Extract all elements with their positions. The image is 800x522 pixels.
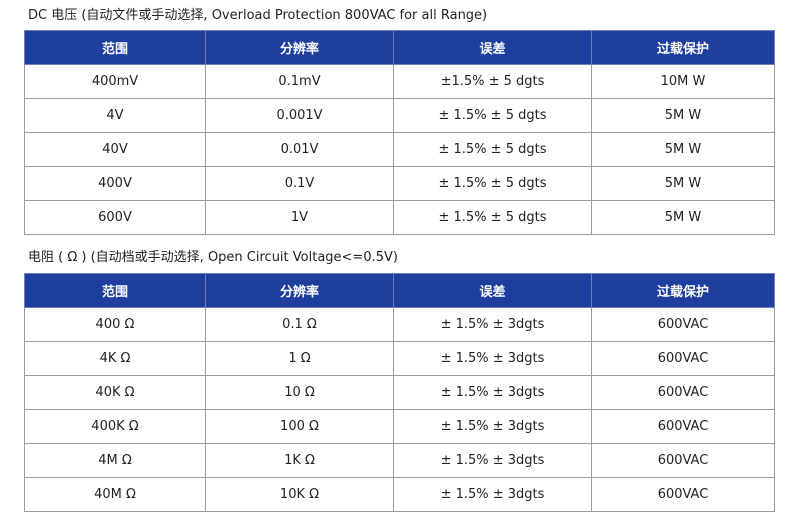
table-cell: 1V (205, 200, 394, 235)
header-cell: 分辨率 (205, 273, 394, 308)
table-cell: 1 Ω (205, 341, 394, 376)
table-cell: 0.001V (205, 98, 394, 133)
header-cell: 范围 (24, 30, 206, 65)
table-cell: 40M Ω (24, 477, 206, 512)
header-row: 范围 分辨率 误差 过载保护 (24, 273, 775, 308)
spec-table: 范围 分辨率 误差 过载保护 400mV 0.1mV ±1.5% ± 5 dgts 10M W… (24, 30, 775, 235)
header-cell: 误差 (393, 30, 592, 65)
table-row: 40M Ω 10K Ω ± 1.5% ± 3dgts 600VAC (24, 477, 775, 512)
table-cell: ± 1.5% ± 3dgts (393, 409, 592, 444)
table-cell: ± 1.5% ± 5 dgts (393, 166, 592, 201)
table-cell: 5M W (591, 132, 775, 167)
table-cell: 5M W (591, 200, 775, 235)
table-cell: 10M W (591, 64, 775, 99)
table-cell: 600VAC (591, 307, 775, 342)
table-row: 40V 0.01V ± 1.5% ± 5 dgts 5M W (24, 132, 775, 167)
table-cell: 0.1mV (205, 64, 394, 99)
table-cell: 0.01V (205, 132, 394, 167)
header-cell: 分辨率 (205, 30, 394, 65)
table-cell: 4V (24, 98, 206, 133)
table-cell: ± 1.5% ± 5 dgts (393, 98, 592, 133)
table-cell: ±1.5% ± 5 dgts (393, 64, 592, 99)
table-row: 400mV 0.1mV ±1.5% ± 5 dgts 10M W (24, 64, 775, 99)
table-row: 40K Ω 10 Ω ± 1.5% ± 3dgts 600VAC (24, 375, 775, 410)
table-cell: 40V (24, 132, 206, 167)
table-cell: ± 1.5% ± 5 dgts (393, 132, 592, 167)
table-cell: 600VAC (591, 341, 775, 376)
table-cell: 600VAC (591, 409, 775, 444)
header-row: 范围 分辨率 误差 过载保护 (24, 30, 775, 65)
table-row: 400K Ω 100 Ω ± 1.5% ± 3dgts 600VAC (24, 409, 775, 444)
table-cell: 400V (24, 166, 206, 201)
section-title: DC 电压 (自动文件或手动选择, Overload Protection 80… (28, 8, 488, 23)
table-cell: 400 Ω (24, 307, 206, 342)
table-cell: ± 1.5% ± 3dgts (393, 375, 592, 410)
table-cell: ± 1.5% ± 3dgts (393, 307, 592, 342)
table-cell: 4M Ω (24, 443, 206, 478)
section-title: 电阻 ( Ω ) (自动档或手动选择, Open Circuit Voltage… (28, 250, 398, 265)
header-cell: 范围 (24, 273, 206, 308)
table-cell: ± 1.5% ± 3dgts (393, 477, 592, 512)
header-cell: 过载保护 (591, 273, 775, 308)
table-cell: ± 1.5% ± 3dgts (393, 443, 592, 478)
table-cell: ± 1.5% ± 5 dgts (393, 200, 592, 235)
table-cell: 1K Ω (205, 443, 394, 478)
table-cell: 100 Ω (205, 409, 394, 444)
header-cell: 误差 (393, 273, 592, 308)
table-cell: 10 Ω (205, 375, 394, 410)
table-row: 400 Ω 0.1 Ω ± 1.5% ± 3dgts 600VAC (24, 307, 775, 342)
table-row: 600V 1V ± 1.5% ± 5 dgts 5M W (24, 200, 775, 235)
table-cell: 600VAC (591, 375, 775, 410)
table-cell: 400mV (24, 64, 206, 99)
table-cell: 600V (24, 200, 206, 235)
table-cell: 10K Ω (205, 477, 394, 512)
table-cell: 400K Ω (24, 409, 206, 444)
table-cell: 40K Ω (24, 375, 206, 410)
table-cell: 5M W (591, 166, 775, 201)
table-row: 4M Ω 1K Ω ± 1.5% ± 3dgts 600VAC (24, 443, 775, 478)
table-cell: 4K Ω (24, 341, 206, 376)
table-cell: 0.1V (205, 166, 394, 201)
table-cell: 0.1 Ω (205, 307, 394, 342)
spec-table: 范围 分辨率 误差 过载保护 400 Ω 0.1 Ω ± 1.5% ± 3dgts 600VA… (24, 273, 775, 512)
header-cell: 过载保护 (591, 30, 775, 65)
table-row: 400V 0.1V ± 1.5% ± 5 dgts 5M W (24, 166, 775, 201)
table-cell: ± 1.5% ± 3dgts (393, 341, 592, 376)
table-cell: 600VAC (591, 477, 775, 512)
table-cell: 600VAC (591, 443, 775, 478)
table-cell: 5M W (591, 98, 775, 133)
table-row: 4V 0.001V ± 1.5% ± 5 dgts 5M W (24, 98, 775, 133)
